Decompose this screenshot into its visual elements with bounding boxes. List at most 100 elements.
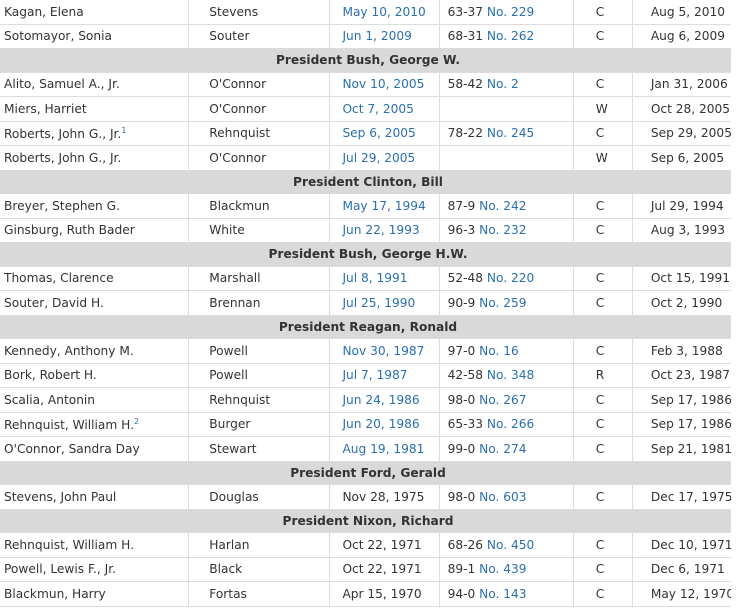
roll-call-vote-link[interactable]: 242 [503,198,527,213]
succeeding-justice: Powell [188,363,331,388]
nominee-cell: Kennedy, Anthony M. [0,338,190,364]
action-code: C [573,24,633,49]
roll-call-vote-link[interactable]: 262 [510,29,535,44]
vote-number-label: No. [486,77,508,92]
nomination-date-link[interactable]: Sep 6, 2005 [342,126,416,141]
nomination-date-link[interactable]: Nov 30, 1987 [342,343,425,358]
nominee-cell: Miers, Harriet [0,96,190,122]
vote-cell: 98-0 No. 603 [439,484,574,510]
president-header-row: President Bush, George H.W. [0,242,731,267]
action-code: C [573,412,633,437]
vote-tally: 63-37 [447,4,483,19]
action-code: C [573,193,633,219]
nomination-row: Scalia, Antonin Rehnquist Jun 24, 1986 98-0… [0,387,731,413]
nomination-date-link[interactable]: Jun 20, 1986 [342,417,420,432]
vote-number-label: No. [486,4,508,19]
footnote-link[interactable]: 1 [121,125,127,135]
nomination-date-link[interactable]: Jun 1, 2009 [342,29,412,44]
nomination-date-cell: Jun 22, 1993 [329,218,440,243]
nomination-row: Stevens, John Paul Douglas Nov 28, 1975 98-… [0,484,731,510]
nomination-date-cell: Apr 15, 1970 [329,581,440,607]
nomination-date-link[interactable]: Jul 25, 1990 [342,295,416,310]
vote-cell: 90-9 No. 259 [439,290,574,316]
president-name: President Bush, George W. [0,48,731,73]
roll-call-vote-link[interactable]: 143 [503,586,527,601]
roll-call-vote-link[interactable]: 259 [503,295,527,310]
president-header-row: President Bush, George W. [0,48,731,73]
vote-cell: 65-33 No. 266 [439,412,574,437]
oath-date: Oct 28, 2005 [632,96,731,122]
roll-call-vote-link[interactable]: 220 [510,271,535,286]
vote-number-label: No. [479,295,500,310]
vote-cell: 87-9 No. 242 [439,193,574,219]
nominee-cell: Ginsburg, Ruth Bader [0,218,190,243]
succeeding-justice: Rehnquist [188,387,331,413]
roll-call-vote-link[interactable]: 439 [503,562,527,577]
nominee-name: Kennedy, Anthony M. [4,343,134,358]
nomination-date: Oct 22, 1971 [342,562,422,577]
action-code: W [573,96,633,122]
nomination-date-cell: Jul 7, 1987 [329,363,440,388]
roll-call-vote-link[interactable]: 245 [510,126,535,141]
vote-cell: 97-0 No. 16 [439,338,574,364]
vote-tally: 96-3 [447,223,476,238]
vote-number-label: No. [479,198,500,213]
nomination-date-link[interactable]: Aug 19, 1981 [342,441,425,456]
president-name: President Nixon, Richard [0,509,731,533]
succeeding-justice: Black [188,557,331,582]
nominee-name: Stevens, John Paul [4,489,117,504]
vote-tally: 68-26 [447,537,483,552]
nomination-date-link[interactable]: Nov 10, 2005 [342,77,425,92]
president-name: President Clinton, Bill [0,170,731,194]
action-code: W [573,145,633,171]
roll-call-vote-link[interactable]: 274 [503,441,527,456]
vote-number-label: No. [479,223,500,238]
nominee-name: Rehnquist, William H. [4,537,134,552]
nomination-row: Powell, Lewis F., Jr. Black Oct 22, 1971 89… [0,557,731,582]
succeeding-justice: White [188,218,331,243]
nomination-date-link[interactable]: Jul 29, 2005 [342,150,416,165]
vote-cell: 68-26 No. 450 [439,532,574,558]
nominee-cell: Stevens, John Paul [0,484,190,510]
nomination-date-link[interactable]: Jul 7, 1987 [342,368,408,383]
nomination-date-link[interactable]: Oct 7, 2005 [342,101,414,116]
oath-date: Sep 21, 1981 [632,436,731,462]
oath-date: Aug 5, 2010 [632,0,731,25]
president-header-row: President Ford, Gerald [0,461,731,485]
roll-call-vote-link[interactable]: 2 [510,77,519,92]
nominee-name: Souter, David H. [4,295,104,310]
nominee-cell: Powell, Lewis F., Jr. [0,557,190,582]
nomination-date-link[interactable]: May 17, 1994 [342,198,426,213]
nominee-name: Breyer, Stephen G. [4,198,120,213]
roll-call-vote-link[interactable]: 450 [510,537,535,552]
nomination-date-link[interactable]: Jun 24, 1986 [342,392,420,407]
nomination-row: Blackmun, Harry Fortas Apr 15, 1970 94-0 No… [0,581,731,607]
nomination-date-cell: Jul 29, 2005 [329,145,440,171]
nomination-date: Nov 28, 1975 [342,489,425,504]
nomination-row: Breyer, Stephen G. Blackmun May 17, 1994 87… [0,193,731,219]
roll-call-vote-link[interactable]: 232 [503,223,527,238]
roll-call-vote-link[interactable]: 603 [503,489,527,504]
nomination-date-link[interactable]: May 10, 2010 [342,4,426,19]
nomination-date-link[interactable]: Jul 8, 1991 [342,271,408,286]
footnote-link[interactable]: 2 [133,416,140,426]
nominee-name: Alito, Samuel A., Jr. [4,77,120,92]
roll-call-vote-link[interactable]: 266 [510,417,535,432]
succeeding-justice: Stewart [188,436,331,462]
action-code: C [573,266,633,291]
oath-date: Dec 6, 1971 [632,557,731,582]
roll-call-vote-link[interactable]: 229 [510,4,535,19]
roll-call-vote-link[interactable]: 267 [503,392,527,407]
oath-date: May 12, 1970 [632,581,731,607]
vote-cell: 68-31 No. 262 [439,24,574,49]
vote-tally: 89-1 [447,562,476,577]
vote-cell: 42-58 No. 348 [439,363,574,388]
oath-date: Oct 23, 1987 [632,363,731,388]
vote-number-label: No. [486,271,508,286]
roll-call-vote-link[interactable]: 16 [503,343,519,358]
oath-date: Jul 29, 1994 [632,193,731,219]
roll-call-vote-link[interactable]: 348 [510,368,535,383]
nomination-date-link[interactable]: Jun 22, 1993 [342,223,420,238]
nominee-name: Rehnquist, William H. [4,417,134,432]
